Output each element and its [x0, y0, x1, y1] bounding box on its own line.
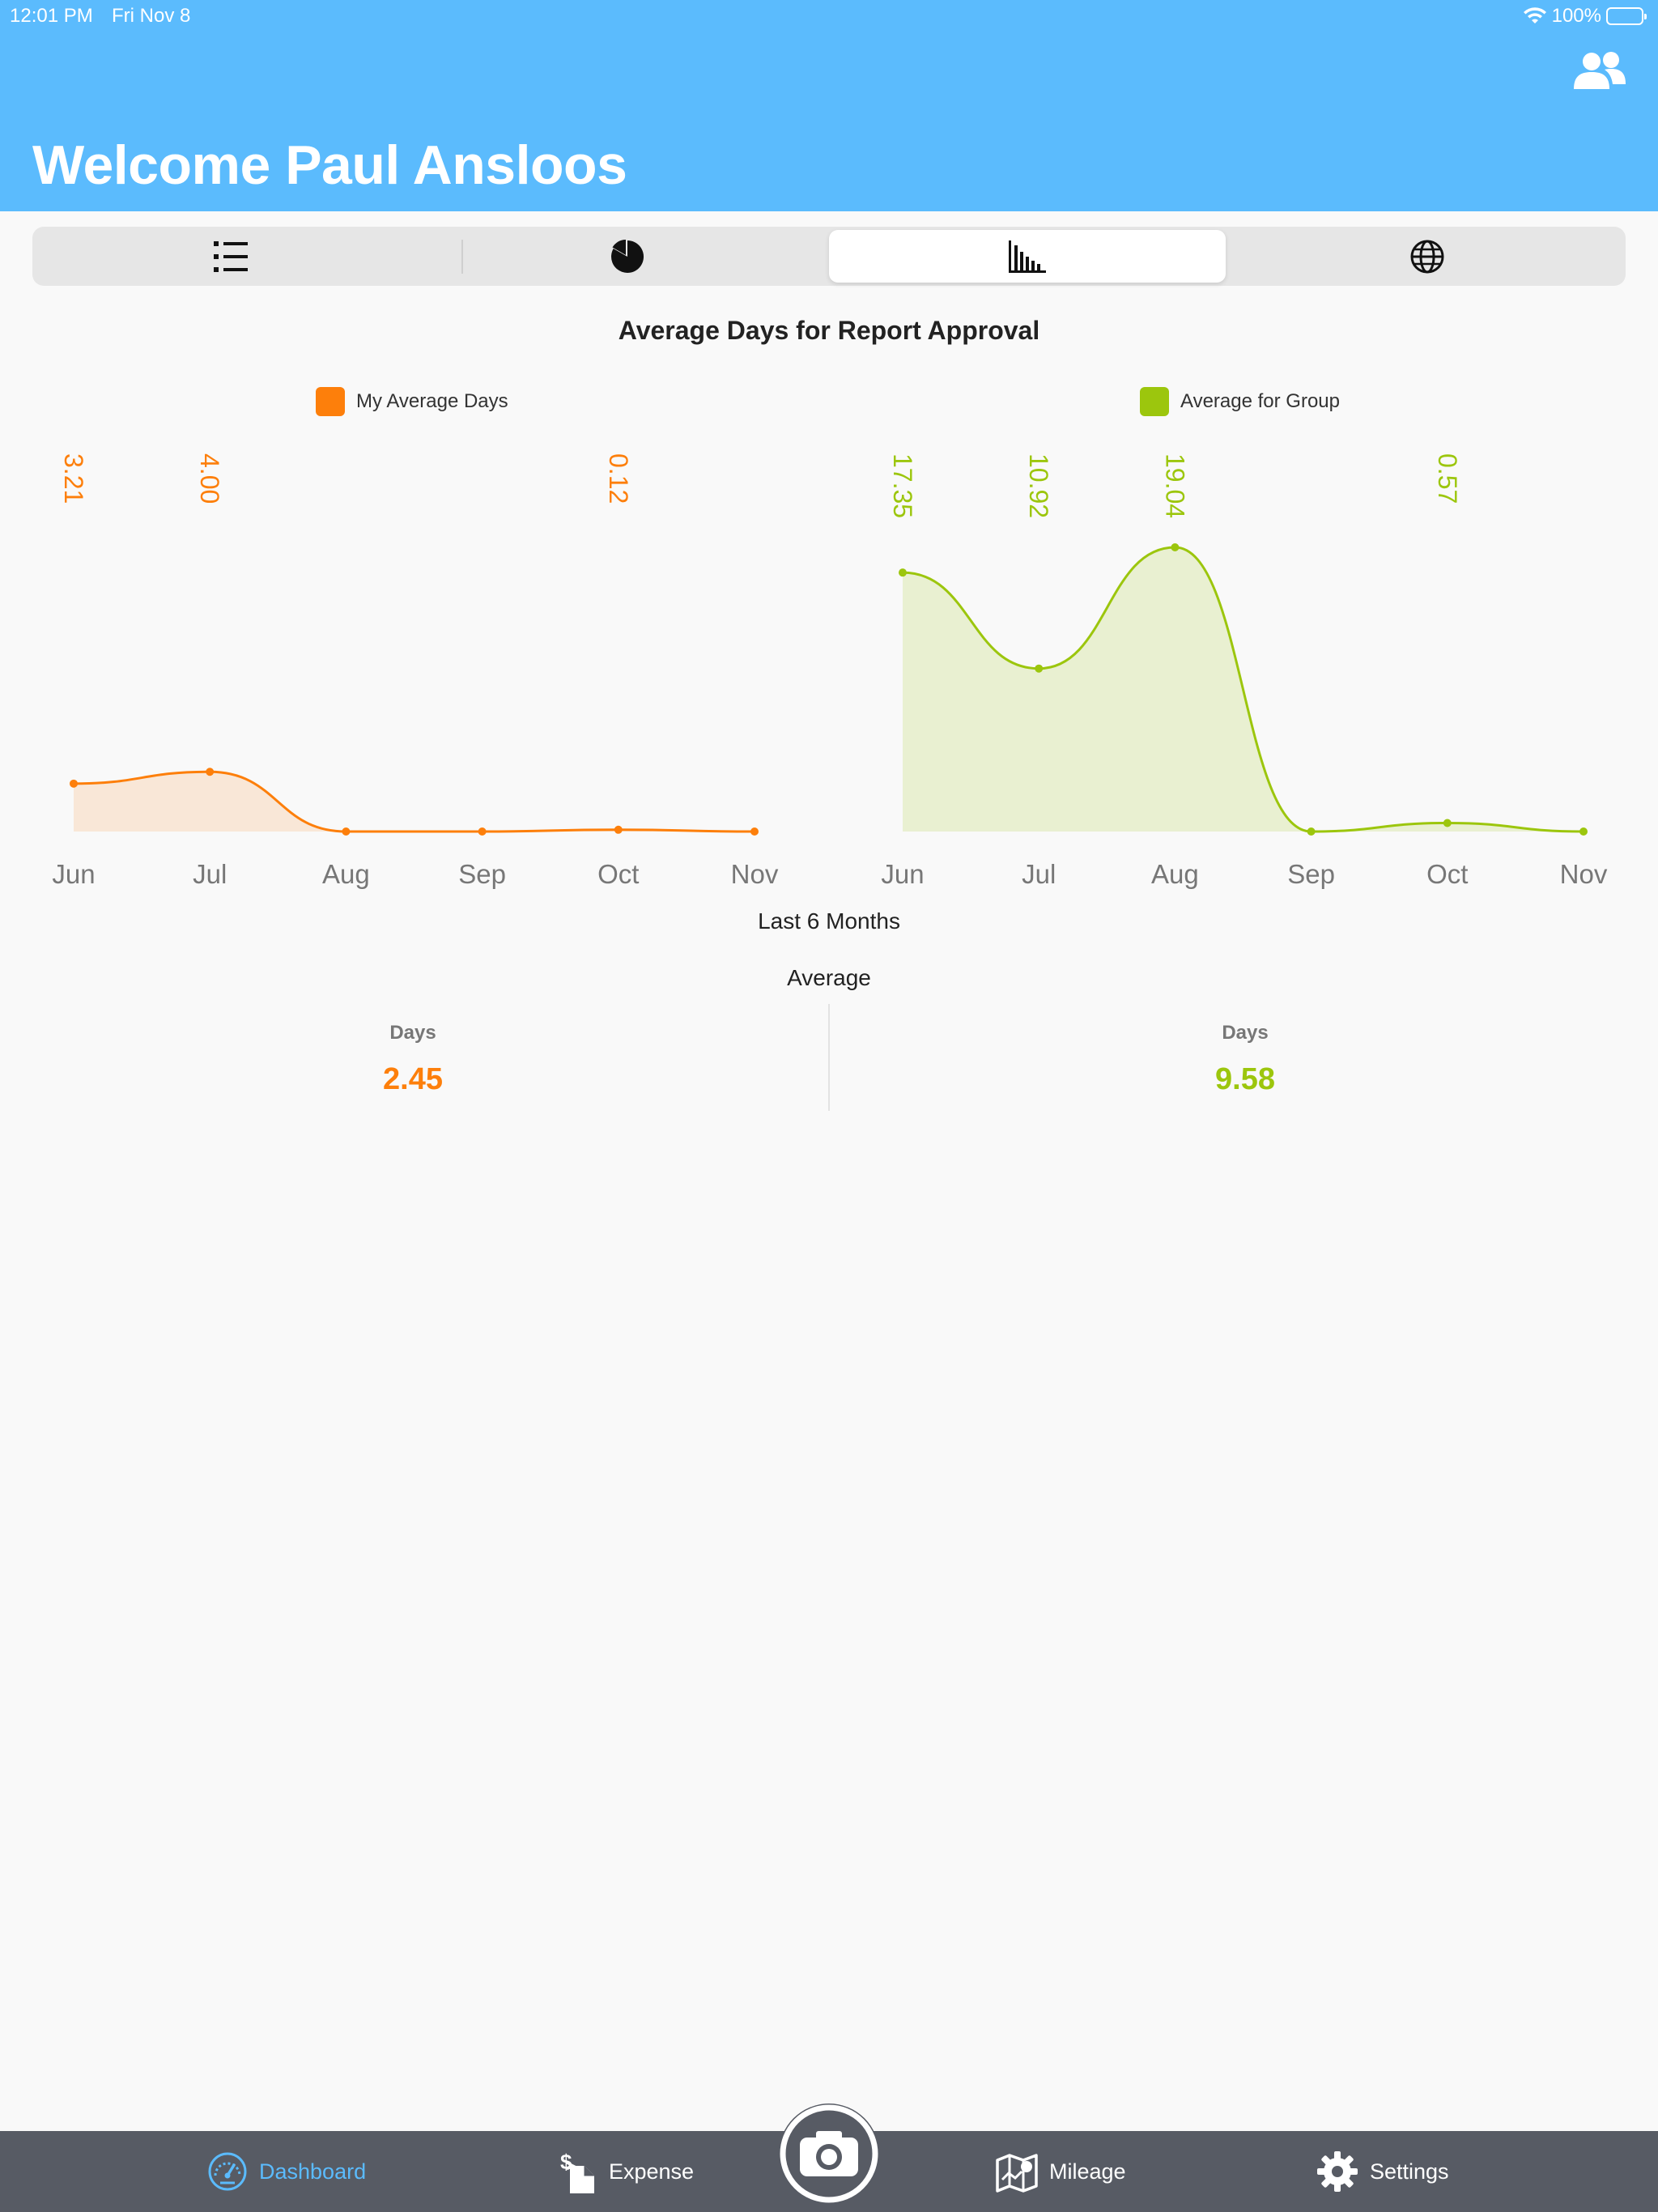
tab-expense[interactable]: $ Expense — [560, 2131, 694, 2212]
data-point-group — [1443, 819, 1452, 827]
globe-icon — [1410, 240, 1444, 273]
users-icon[interactable] — [1572, 50, 1627, 92]
summary-value-group: 9.58 — [1215, 1062, 1275, 1096]
data-label-mine: 0.12 — [604, 453, 633, 504]
data-label-group: 17.35 — [888, 453, 917, 518]
battery-percent: 100% — [1551, 5, 1601, 27]
data-label-mine: 4.00 — [195, 453, 224, 504]
camera-icon[interactable] — [776, 2097, 882, 2212]
x-tick-label: Sep — [1287, 859, 1335, 889]
tab-mileage[interactable]: Mileage — [996, 2131, 1126, 2212]
x-tick-label: Aug — [1151, 859, 1199, 889]
legend-group-average: Average for Group — [1140, 387, 1340, 416]
status-indicators: 100% — [1523, 5, 1647, 28]
segment-divider — [461, 240, 463, 274]
chart-my-average: Jun 3.21 Jul 4.00 Aug Sep Oct 0.12 Nov — [52, 453, 778, 889]
series-line-mine — [73, 770, 755, 833]
x-tick-label: Jun — [881, 859, 924, 889]
gear-icon — [1317, 2151, 1358, 2192]
x-tick-label: Oct — [1426, 859, 1468, 889]
list-icon — [214, 240, 248, 272]
header-bar: 12:01 PM Fri Nov 8 100% Welcome Paul Ans… — [0, 0, 1658, 211]
chart-group-average: Jun 17.35 Jul 10.92 Aug 19.04 Sep Oct 0.57 Nov — [881, 453, 1607, 889]
data-point-group — [1171, 543, 1180, 551]
dashboard-icon — [208, 2152, 247, 2191]
legend-label-mine: My Average Days — [356, 390, 508, 412]
view-segmented-control — [32, 227, 1626, 286]
wifi-icon — [1523, 7, 1546, 23]
tab-settings-label: Settings — [1370, 2159, 1449, 2184]
x-tick-label: Jul — [193, 859, 227, 889]
data-point-group — [899, 568, 907, 577]
summary-label-mine: Days — [389, 1022, 436, 1044]
average-title: Average — [787, 965, 871, 990]
legend-label-group: Average for Group — [1180, 390, 1341, 412]
bar-chart-icon — [1009, 240, 1046, 273]
data-point-mine — [206, 768, 215, 776]
expense-icon: $ — [560, 2150, 594, 2193]
data-label-group: 19.04 — [1160, 453, 1189, 518]
data-point-group — [1579, 827, 1588, 836]
map-icon — [996, 2154, 1038, 2193]
legend-swatch-group — [1140, 387, 1169, 416]
segment-bar[interactable] — [829, 230, 1226, 283]
x-tick-label: Sep — [458, 859, 506, 889]
summary-my-average: Days 2.45 — [0, 1022, 826, 1097]
segment-list[interactable] — [32, 227, 429, 286]
data-label-group: 10.92 — [1024, 453, 1053, 518]
data-point-group — [1035, 664, 1044, 673]
data-point-group — [1307, 827, 1316, 836]
area-fill-mine — [74, 772, 755, 832]
tab-dashboard-label: Dashboard — [259, 2159, 367, 2184]
data-point-mine — [478, 827, 487, 836]
battery-icon — [1606, 7, 1647, 25]
tab-expense-label: Expense — [609, 2159, 695, 2184]
tab-dashboard[interactable]: Dashboard — [207, 2131, 366, 2212]
tab-mileage-label: Mileage — [1049, 2159, 1126, 2184]
status-date: Fri Nov 8 — [112, 5, 191, 27]
data-label-group: 0.57 — [1433, 453, 1462, 504]
data-point-mine — [342, 827, 351, 836]
x-tick-label: Jun — [52, 859, 95, 889]
summary-label-group: Days — [1222, 1022, 1269, 1044]
x-tick-label: Nov — [731, 859, 779, 889]
tab-settings[interactable]: Settings — [1316, 2131, 1449, 2212]
data-point-mine — [614, 825, 623, 834]
legend-my-average: My Average Days — [316, 387, 508, 416]
period-label: Last 6 Months — [758, 908, 900, 934]
segment-globe[interactable] — [1229, 227, 1626, 286]
data-point-mine — [70, 779, 78, 788]
chart-title: Average Days for Report Approval — [618, 316, 1040, 345]
status-bar: 12:01 PM Fri Nov 8 100% — [0, 0, 1658, 32]
page-title: Welcome Paul Ansloos — [32, 134, 627, 196]
data-point-mine — [750, 827, 759, 836]
pie-chart-icon — [611, 239, 644, 273]
status-time: 12:01 PM — [10, 5, 93, 27]
summary-group-average: Days 9.58 — [832, 1022, 1658, 1097]
x-tick-label: Aug — [322, 859, 370, 889]
segment-pie[interactable] — [429, 227, 826, 286]
data-label-mine: 3.21 — [59, 453, 88, 504]
summary-divider — [828, 1004, 830, 1111]
summary-value-mine: 2.45 — [383, 1062, 443, 1096]
x-tick-label: Jul — [1022, 859, 1056, 889]
x-tick-label: Nov — [1560, 859, 1608, 889]
x-tick-label: Oct — [597, 859, 639, 889]
legend-swatch-mine — [316, 387, 345, 416]
